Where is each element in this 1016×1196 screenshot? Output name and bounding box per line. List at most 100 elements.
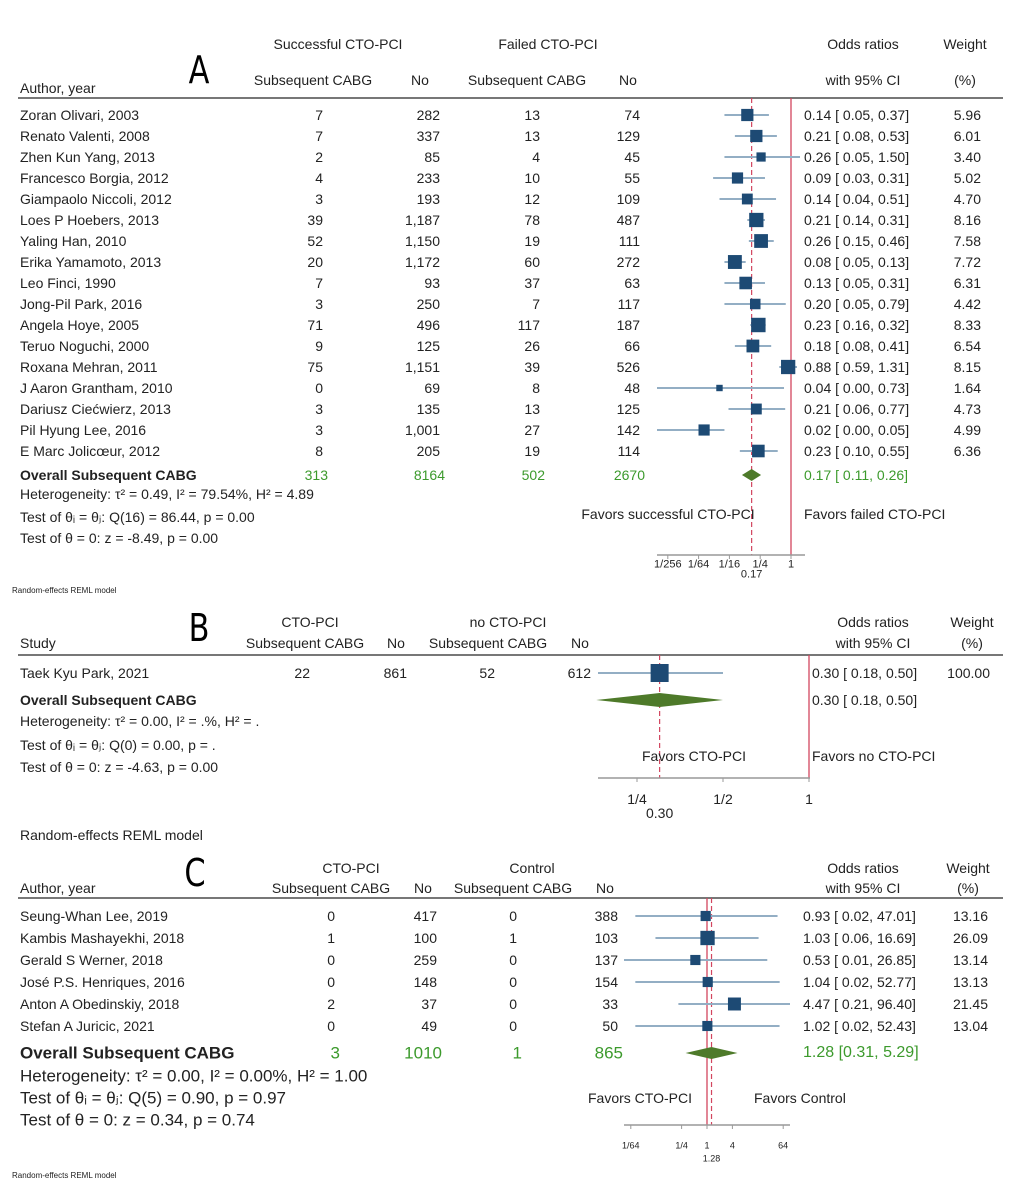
study-count: 2 [327,996,335,1012]
study-odds-ratio: 0.21 [ 0.06, 0.77] [804,401,910,417]
favors-left-label: Favors CTO-PCI [588,1090,692,1106]
study-odds-ratio: 0.04 [ 0.00, 0.73] [804,380,910,396]
overall-diamond [596,693,723,707]
study-count: 1 [509,930,517,946]
study-marker [700,930,715,946]
study-count: 71 [307,317,323,333]
study-count: 137 [594,952,618,968]
study-marker [741,193,753,205]
study-name: Giampaolo Niccoli, 2012 [20,191,172,207]
study-count: 63 [624,275,640,291]
study-odds-ratio: 0.23 [ 0.16, 0.32] [804,317,910,333]
study-weight: 13.13 [952,974,988,990]
study-count: 60 [524,254,540,270]
study-count: 93 [424,275,440,291]
study-count: 103 [594,930,618,946]
overall-estimate-tick-label: 1.28 [702,1153,721,1164]
panel-label: A [188,48,210,92]
or-header: Odds ratios [827,860,899,876]
column-header: Subsequent CABG [428,635,548,651]
overall-diamond [741,469,762,481]
study-count: 7 [315,275,323,291]
study-name: E Marc Jolicœur, 2012 [20,443,161,459]
study-weight: 100.00 [947,665,990,681]
overall-count: 1010 [404,1043,442,1063]
column-header: No [619,72,637,88]
study-count: 8 [315,443,323,459]
study-count: 13 [524,401,540,417]
study-count: 496 [416,317,440,333]
column-header-study: Author, year [20,80,96,96]
study-weight: 8.15 [953,359,981,375]
study-weight: 4.42 [953,296,981,312]
or-header: Odds ratios [837,614,909,630]
study-name: Anton A Obedinskiy, 2018 [20,996,180,1012]
study-count: 272 [616,254,640,270]
x-axis-tick-label: 1/256 [654,558,682,571]
study-weight: 5.96 [953,107,981,123]
study-odds-ratio: 0.88 [ 0.59, 1.31] [804,359,910,375]
x-axis-tick-label: 64 [778,1140,789,1151]
study-name: J Aaron Grantham, 2010 [20,380,173,396]
study-count: 4 [532,149,540,165]
study-count: 13 [524,128,540,144]
favors-right-label: Favors failed CTO-PCI [804,506,946,522]
x-axis-tick-label: 1/4 [627,791,647,807]
homogeneity-test: Test of θᵢ = θⱼ: Q(0) = 0.00, p = . [20,737,216,753]
study-odds-ratio: 0.18 [ 0.08, 0.41] [804,338,910,354]
study-marker [690,954,701,966]
overall-count: 3 [330,1043,340,1063]
study-count: 49 [421,1018,437,1034]
study-odds-ratio: 0.09 [ 0.03, 0.31] [804,170,910,186]
x-axis-tick-label: 1/16 [718,558,741,571]
study-count: 612 [567,665,591,681]
column-header: Subsequent CABG [253,72,373,88]
study-count: 388 [594,908,618,924]
x-axis-tick-label: 4 [729,1140,735,1151]
group-header-comparison: no CTO-PCI [469,614,547,630]
study-name: Angela Hoye, 2005 [20,317,140,333]
study-odds-ratio: 0.14 [ 0.04, 0.51] [804,191,910,207]
study-count: 3 [315,401,323,417]
study-count: 114 [617,443,640,459]
study-count: 125 [616,401,640,417]
study-marker [716,384,723,392]
or-header-ci: with 95% CI [835,635,911,651]
x-axis-tick-label: 1/64 [687,558,710,571]
study-count: 148 [413,974,437,990]
study-count: 39 [307,212,323,228]
panel-label: C [184,851,206,895]
model-note: Random-effects REML model [12,1171,117,1180]
favors-right-label: Favors no CTO-PCI [812,748,936,764]
study-count: 259 [413,952,437,968]
study-count: 48 [624,380,640,396]
study-marker [741,108,754,122]
study-count: 37 [524,275,540,291]
study-odds-ratio: 0.26 [ 0.15, 0.46] [804,233,910,249]
column-header: Subsequent CABG [453,880,573,896]
heterogeneity-stats: Heterogeneity: τ² = 0.49, I² = 79.54%, H… [20,486,314,502]
study-odds-ratio: 0.02 [ 0.00, 0.05] [804,422,910,438]
group-header-treatment: CTO-PCI [281,614,339,630]
weight-header: Weight [950,614,994,630]
weight-header-unit: (%) [954,72,976,88]
study-count: 1,187 [404,212,440,228]
column-header: No [571,635,589,651]
favors-left-label: Favors CTO-PCI [642,748,746,764]
column-header: Subsequent CABG [245,635,365,651]
study-weight: 4.70 [953,191,981,207]
x-axis-tick-label: 1 [704,1140,710,1151]
column-header: No [387,635,405,651]
study-count: 2 [315,149,323,165]
study-count: 250 [416,296,440,312]
study-count: 0 [327,974,335,990]
study-marker [700,910,711,922]
study-name: Yaling Han, 2010 [20,233,127,249]
study-name: Stefan A Juricic, 2021 [20,1018,155,1034]
study-marker [727,997,741,1011]
homogeneity-test: Test of θᵢ = θⱼ: Q(16) = 86.44, p = 0.00 [20,509,255,525]
study-name: Kambis Mashayekhi, 2018 [20,930,185,946]
study-odds-ratio: 1.03 [ 0.06, 16.69] [803,930,916,946]
study-odds-ratio: 0.13 [ 0.05, 0.31] [804,275,910,291]
study-count: 1,001 [404,422,440,438]
